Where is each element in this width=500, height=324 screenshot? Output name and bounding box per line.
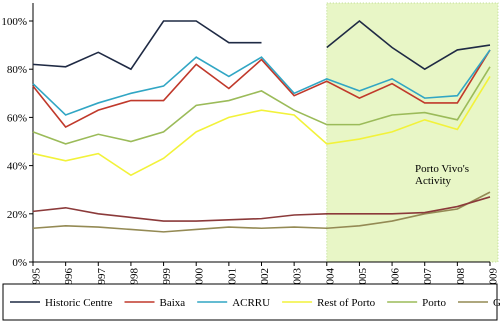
series-line [32, 191, 491, 233]
y-tick-label: 100% [1, 16, 27, 28]
legend-label: Baixa [160, 297, 186, 309]
highlight-region [326, 2, 499, 263]
legend-label: ACRRU [232, 297, 270, 309]
series-line [32, 19, 491, 71]
series-line [32, 49, 491, 129]
legend-label: Rest of Porto [317, 297, 376, 309]
series-line [32, 76, 491, 177]
series-line [32, 49, 491, 116]
y-tick-label: 40% [7, 161, 27, 173]
legend-label: Historic Centre [45, 297, 113, 309]
series-line [32, 196, 491, 222]
y-tick-label: 20% [7, 209, 27, 221]
legend-label: Porto [422, 297, 446, 309]
series-line [32, 66, 491, 145]
annotation: Porto Vivo's Activity [415, 163, 469, 187]
y-tick-label: 0% [12, 257, 27, 269]
y-tick-label: 80% [7, 64, 27, 76]
legend-label: Greater Porto [493, 297, 500, 309]
y-tick-label: 60% [7, 112, 27, 124]
